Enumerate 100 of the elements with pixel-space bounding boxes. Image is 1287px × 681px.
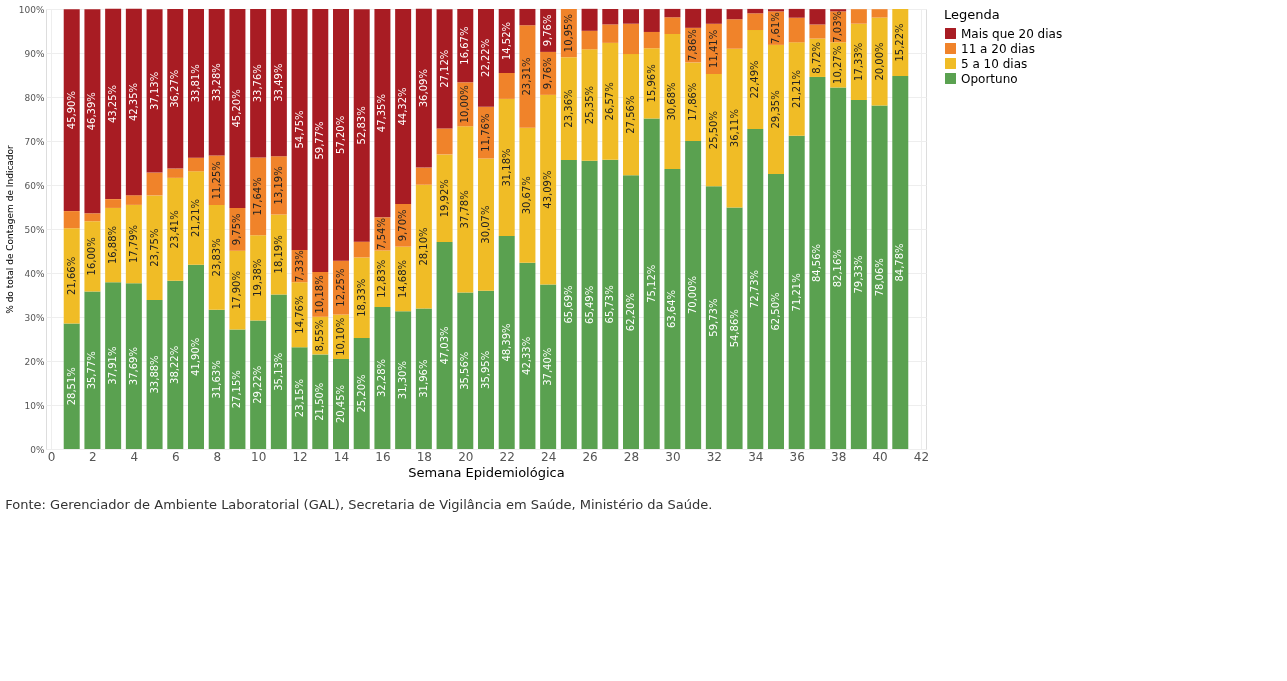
y-axis-title: % do total de Contagem de Indicador [4,144,15,314]
bar [623,23,639,55]
bar [788,42,805,136]
bar [602,24,619,43]
bar [188,157,204,172]
bar [726,207,743,449]
x-tick-label: 38 [831,449,847,464]
bar [312,9,329,272]
data-label: 65,49% [583,285,595,324]
data-label: 16,67% [459,26,471,65]
data-label: 10,95% [562,14,574,53]
bar [788,8,805,18]
data-label: 28,51% [65,367,77,406]
bar [374,306,391,449]
bar [830,87,847,449]
bar [167,177,184,281]
bar [167,280,184,449]
data-label: 14,68% [397,259,409,299]
data-label: 65,69% [562,285,574,324]
data-label: 11,76% [480,113,491,152]
bar [664,33,681,169]
bar [664,168,681,449]
x-tick-label: 12 [292,449,308,464]
bar [850,99,867,449]
data-label: 25,50% [707,111,719,150]
data-label: 14,52% [500,21,512,61]
bar [63,323,80,449]
data-label: 17,33% [852,42,864,81]
x-tick-label: 14 [333,449,350,464]
bar [643,31,660,49]
data-label: 54,75% [293,110,305,149]
data-label: 17,86% [687,82,699,121]
legend-label: Mais que 20 dias [961,26,1063,41]
data-label: 36,11% [728,109,740,148]
bar [84,213,101,222]
bar [291,9,308,250]
bar [809,24,826,39]
data-label: 47,03% [438,326,450,365]
x-tick-label: 10 [251,449,267,464]
data-label: 10,10% [335,317,346,356]
bar [188,8,204,158]
bar [84,9,101,214]
data-label: 37,40% [542,347,554,386]
data-label: 27,12% [438,49,450,88]
y-tick-label: 70% [24,136,45,147]
bar [705,73,722,187]
data-label: 42,33% [521,336,533,375]
bar [395,9,412,205]
bar [540,284,557,449]
bar [229,9,246,208]
data-label: 33,49% [272,63,284,102]
bar [250,320,267,449]
data-label: 19,38% [252,258,264,297]
data-label: 22,49% [749,60,761,99]
bar [643,9,660,32]
bar [270,9,287,157]
x-tick-label: 24 [541,449,557,464]
data-label: 59,73% [707,298,719,337]
data-label: 23,15% [293,379,305,418]
bar [581,49,598,161]
bar [498,236,515,449]
data-label: 7,86% [687,29,699,62]
y-tick-label: 80% [24,92,45,103]
bar [270,294,287,449]
data-label: 30,67% [521,176,533,215]
bar [333,9,349,261]
bar [519,127,536,263]
bar [747,13,764,31]
data-label: 62,20% [625,293,636,332]
data-label: 29,22% [252,365,264,404]
data-label: 9,75% [231,213,243,246]
data-label: 21,21% [790,69,802,109]
bar [768,9,784,12]
bar [788,135,805,449]
data-label: 17,64% [252,177,264,216]
data-label: 36,09% [417,69,429,108]
data-label: 14,76% [293,295,305,334]
bar [519,262,536,449]
data-label: 33,28% [210,63,222,102]
data-label: 10,27% [832,45,844,84]
data-label: 26,57% [604,82,616,121]
data-label: 37,69% [127,347,139,386]
data-label: 11,25% [210,161,222,200]
data-label: 79,33% [852,255,864,294]
source-note: Fonte: Gerenciador de Ambiente Laboratorial (GAL), Secretaria de Vigilância em Saúde, Ministério da Saúde. [5,497,713,512]
data-label: 20,00% [873,42,885,81]
data-label: 63,64% [666,289,678,329]
data-label: 31,30% [397,361,409,400]
x-tick-label: 42 [913,449,930,464]
bar [457,292,474,449]
bar [581,30,598,50]
x-tick-label: 2 [89,449,97,464]
data-label: 37,13% [148,71,160,110]
bar [125,8,142,196]
bar [498,72,515,99]
y-tick-label: 20% [24,356,45,367]
bar [415,8,432,168]
data-label: 70,00% [687,275,699,315]
data-label: 15,96% [645,64,657,103]
data-label: 35,13% [272,352,284,391]
